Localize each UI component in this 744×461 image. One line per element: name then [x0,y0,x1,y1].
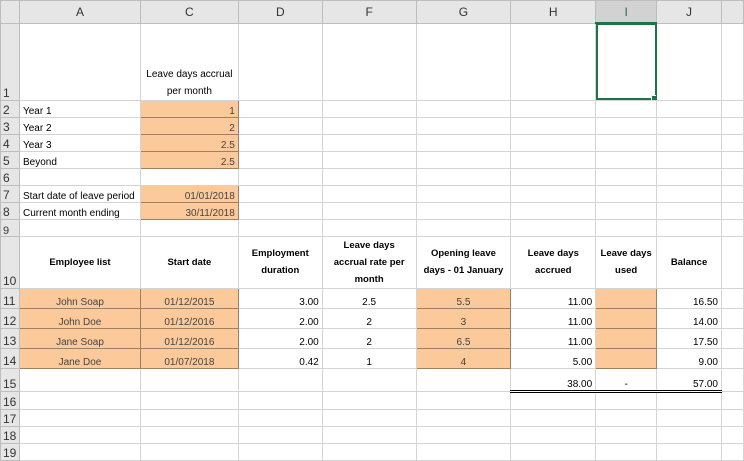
cell-employee-name[interactable]: Jane Doe [18,347,141,369]
start-date-label[interactable]: Start date of leave period [18,184,141,203]
selected-cell-i1[interactable] [595,22,658,101]
row-header[interactable]: 17 [0,408,20,427]
cell-accrual-rate[interactable]: 2.5 [321,287,417,309]
row-header[interactable]: 10 [0,235,20,289]
column-header-j[interactable]: J [656,0,722,24]
start-date-value[interactable]: 01/01/2018 [139,184,239,203]
cell-leave-used[interactable] [595,347,658,369]
cell-leave-accrued[interactable]: 11.00 [510,327,597,349]
total-accrued[interactable]: 38.00 [510,367,597,393]
accrual-label[interactable]: Year 3 [18,133,141,152]
row-header[interactable]: 12 [0,307,20,329]
row-header[interactable]: 5 [0,150,20,169]
cell-opening-leave[interactable]: 5.5 [415,287,512,309]
accrual-header[interactable]: Leave days accrual per month [139,22,239,101]
row-header[interactable]: 1 [0,22,20,101]
table-row: 11 John Soap 01/12/2015 3.00 2.5 5.5 11.00 16.5… [0,287,744,309]
header-employee-list[interactable]: Employee list [18,235,141,289]
cell-employment-duration[interactable]: 0.42 [237,347,323,369]
column-header-i[interactable]: I [595,0,658,24]
header-balance[interactable]: Balance [656,235,722,289]
cell-balance[interactable]: 17.50 [656,327,722,349]
cell-balance[interactable]: 14.00 [656,307,722,329]
cell-balance[interactable]: 9.00 [656,347,722,369]
select-all-button[interactable] [0,0,20,24]
current-month-label[interactable]: Current month ending [18,201,141,220]
row-header[interactable]: 11 [0,287,20,309]
column-header-g[interactable]: G [415,0,512,24]
cell-leave-used[interactable] [595,307,658,329]
cell-start-date[interactable]: 01/12/2016 [139,327,239,349]
cell-accrual-rate[interactable]: 2 [321,307,417,329]
cell-start-date[interactable]: 01/07/2018 [139,347,239,369]
header-employment-duration[interactable]: Employment duration [237,235,323,289]
cell-accrual-rate[interactable]: 1 [321,347,417,369]
header-start-date[interactable]: Start date [139,235,239,289]
column-header-f[interactable]: F [321,0,417,24]
row-header[interactable]: 4 [0,133,20,152]
row-header[interactable]: 7 [0,184,20,203]
row-header[interactable]: 14 [0,347,20,369]
header-accrual-rate[interactable]: Leave days accrual rate per month [321,235,417,289]
accrual-label[interactable]: Year 1 [18,99,141,118]
total-used[interactable]: - [595,367,658,393]
row-header[interactable]: 8 [0,201,20,220]
column-header-h[interactable]: H [510,0,597,24]
cell-employment-duration[interactable]: 3.00 [237,287,323,309]
cell-leave-accrued[interactable]: 11.00 [510,307,597,329]
cell-accrual-rate[interactable]: 2 [321,327,417,349]
row-header[interactable]: 19 [0,442,20,461]
accrual-value[interactable]: 1 [139,99,239,118]
column-header-c[interactable]: C [139,0,239,24]
header-opening-leave[interactable]: Opening leave days - 01 January [415,235,512,289]
total-balance[interactable]: 57.00 [656,367,722,393]
row-header[interactable]: 6 [0,167,20,186]
cell-employee-name[interactable]: John Soap [18,287,141,309]
row-header[interactable]: 16 [0,390,20,410]
cell-leave-used[interactable] [595,327,658,349]
cell-opening-leave[interactable]: 4 [415,347,512,369]
accrual-label[interactable]: Beyond [18,150,141,169]
cell-start-date[interactable]: 01/12/2016 [139,307,239,329]
cell-employee-name[interactable]: Jane Soap [18,327,141,349]
table-row: 14 Jane Doe 01/07/2018 0.42 1 4 5.00 9.00 [0,347,744,369]
current-month-value[interactable]: 30/11/2018 [139,201,239,220]
accrual-value[interactable]: 2 [139,116,239,135]
header-leave-used[interactable]: Leave days used [595,235,658,289]
row-header[interactable]: 9 [0,218,20,237]
cell-opening-leave[interactable]: 3 [415,307,512,329]
cell-start-date[interactable]: 01/12/2015 [139,287,239,309]
accrual-value[interactable]: 2.5 [139,150,239,169]
row-header[interactable]: 13 [0,327,20,349]
column-header-a[interactable]: A [18,0,141,24]
row-header[interactable]: 18 [0,425,20,444]
cell-employment-duration[interactable]: 2.00 [237,327,323,349]
table-row: 12 John Doe 01/12/2016 2.00 2 3 11.00 14.00 [0,307,744,329]
row-header[interactable]: 3 [0,116,20,135]
cell-opening-leave[interactable]: 6.5 [415,327,512,349]
cell-leave-accrued[interactable]: 5.00 [510,347,597,369]
row-header[interactable]: 2 [0,99,20,118]
header-leave-accrued[interactable]: Leave days accrued [510,235,597,289]
accrual-label[interactable]: Year 2 [18,116,141,135]
table-row: 13 Jane Soap 01/12/2016 2.00 2 6.5 11.00 17.50 [0,327,744,349]
cell-balance[interactable]: 16.50 [656,287,722,309]
column-header-d[interactable]: D [237,0,323,24]
cell-leave-used[interactable] [595,287,658,309]
accrual-value[interactable]: 2.5 [139,133,239,152]
cell-employment-duration[interactable]: 2.00 [237,307,323,329]
row-header[interactable]: 15 [0,367,20,392]
cell-leave-accrued[interactable]: 11.00 [510,287,597,309]
cell-employee-name[interactable]: John Doe [18,307,141,329]
